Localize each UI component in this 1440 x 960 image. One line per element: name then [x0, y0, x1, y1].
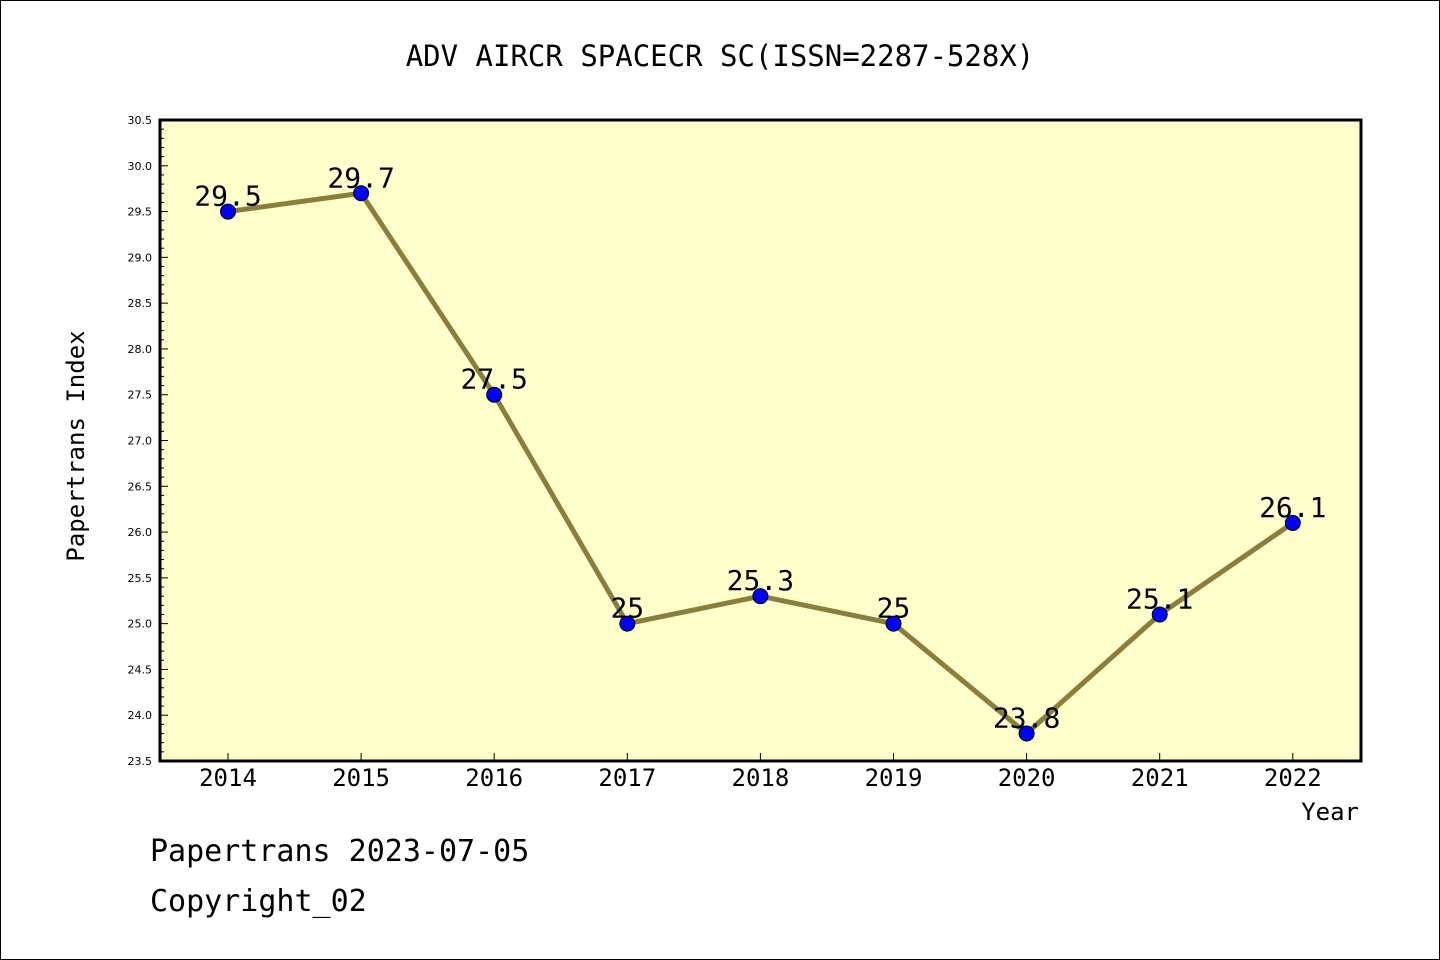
y-tick-label: 29.0 [128, 251, 153, 264]
y-tick-label: 30.0 [128, 160, 153, 173]
x-tick-label: 2018 [732, 764, 790, 792]
data-label: 27.5 [460, 363, 527, 396]
x-axis: 2014 2015 2016 2017 2018 2019 2020 2021 2022 [199, 753, 1322, 792]
y-tick-label: 30.5 [128, 114, 153, 127]
data-point [353, 185, 370, 202]
y-tick-label: 25.0 [128, 618, 153, 631]
data-point [1284, 514, 1301, 531]
data-point [486, 386, 503, 403]
x-tick-label: 2017 [598, 764, 656, 792]
y-tick-label: 27.5 [128, 389, 153, 402]
data-point [885, 615, 902, 632]
y-axis-label: Papertrans Index [62, 330, 90, 561]
data-point [1018, 725, 1035, 742]
data-point [1151, 606, 1168, 623]
y-tick-label: 29.5 [128, 206, 153, 219]
y-axis: 23.5 24.0 24.5 25.0 25.5 26.0 26.5 27.0 27.5 28.0… [128, 114, 168, 768]
data-label: 26.1 [1259, 491, 1326, 524]
x-tick-label: 2016 [465, 764, 523, 792]
y-tick-label: 26.5 [128, 480, 153, 493]
plot-area [158, 118, 1363, 763]
y-tick-label: 25.5 [128, 572, 153, 585]
x-tick-label: 2015 [332, 764, 390, 792]
x-tick-label: 2022 [1264, 764, 1322, 792]
chart-title: ADV AIRCR SPACECR SC(ISSN=2287-528X) [406, 39, 1035, 73]
data-label: 29.5 [194, 180, 261, 213]
x-axis-label: Year [1301, 798, 1359, 826]
series-layer: 29.5 29.7 27.5 25 25.3 25 23.8 25.1 26.1 [194, 161, 1327, 742]
data-label: 29.7 [327, 161, 394, 194]
x-tick-label: 2020 [998, 764, 1056, 792]
data-label: 25 [877, 592, 911, 625]
x-tick-label: 2014 [199, 764, 257, 792]
footer-date: Papertrans 2023-07-05 [150, 834, 530, 869]
x-tick-label: 2019 [865, 764, 923, 792]
data-point [752, 588, 769, 605]
data-label: 23.8 [993, 702, 1060, 735]
footer-copyright: Copyright_02 [150, 884, 367, 919]
x-tick-label: 2021 [1131, 764, 1189, 792]
y-tick-label: 23.5 [128, 755, 153, 768]
y-tick-label: 24.5 [128, 663, 153, 676]
data-point [220, 203, 236, 220]
data-label: 25.3 [727, 564, 794, 597]
y-tick-label: 27.0 [128, 435, 153, 448]
data-label: 25 [610, 592, 644, 625]
data-point [619, 615, 636, 632]
y-tick-label: 28.0 [128, 343, 153, 356]
y-tick-label: 28.5 [128, 297, 153, 310]
y-tick-label: 26.0 [128, 526, 153, 539]
data-label: 25.1 [1126, 582, 1193, 615]
y-tick-label: 24.0 [128, 709, 153, 722]
